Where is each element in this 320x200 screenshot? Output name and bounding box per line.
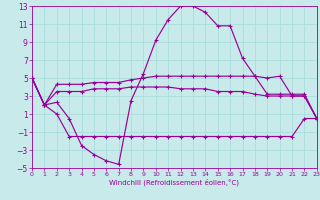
- X-axis label: Windchill (Refroidissement éolien,°C): Windchill (Refroidissement éolien,°C): [109, 179, 239, 186]
